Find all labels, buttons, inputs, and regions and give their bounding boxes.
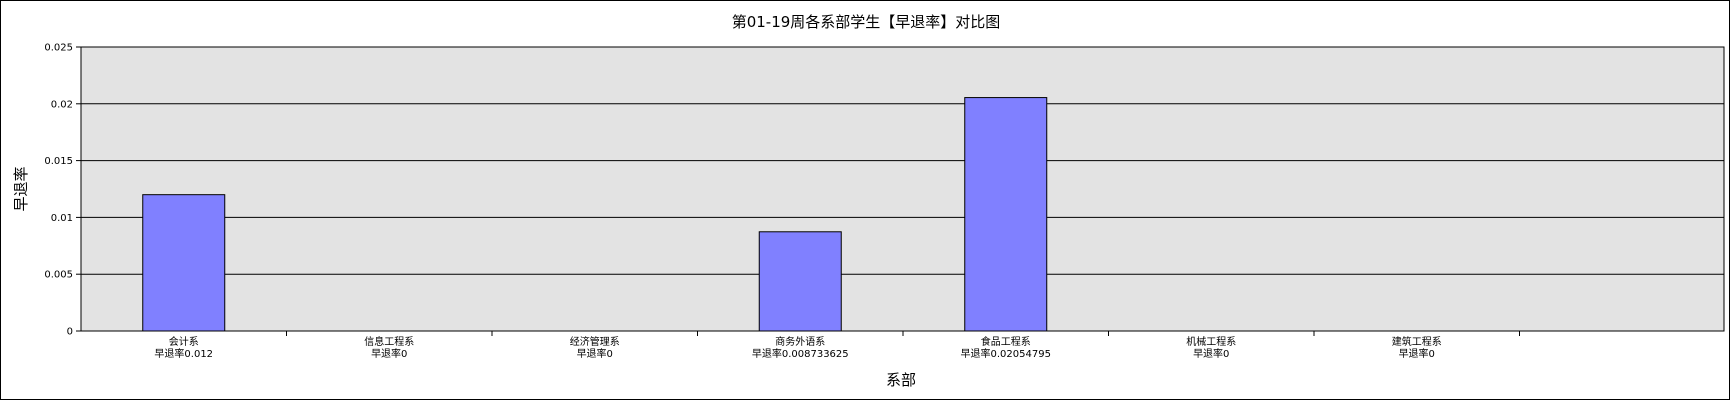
y-tick-label: 0.025 xyxy=(44,43,73,54)
y-tick-label: 0.02 xyxy=(51,99,73,110)
gridlines xyxy=(81,46,1724,275)
category-label: 机械工程系 xyxy=(1186,335,1236,348)
chart-title: 第01-19周各系部学生【早退率】对比图 xyxy=(732,13,1001,31)
category-label: 食品工程系 xyxy=(981,335,1031,348)
x-axis-label: 系部 xyxy=(886,371,916,389)
bar xyxy=(964,97,1048,332)
category-sublabel: 早退率0.02054795 xyxy=(961,347,1051,360)
category-label: 商务外语系 xyxy=(775,335,825,348)
category-sublabel: 早退率0 xyxy=(371,347,407,360)
category-label: 会计系 xyxy=(169,335,199,348)
category-sublabel: 早退率0.008733625 xyxy=(752,347,849,360)
category-sublabel: 早退率0 xyxy=(1399,347,1435,360)
category-label: 信息工程系 xyxy=(364,335,414,348)
category-sublabel: 早退率0.012 xyxy=(154,347,213,360)
x-axis-ticks xyxy=(286,331,1520,336)
y-axis-label: 早退率 xyxy=(12,166,30,211)
category-sublabel: 早退率0 xyxy=(577,347,613,360)
category-label: 经济管理系 xyxy=(570,335,620,348)
y-tick-label: 0.005 xyxy=(44,270,73,281)
y-axis-ticks: 0 0.005 0.01 0.015 0.02 0.025 xyxy=(44,43,81,338)
plot-area xyxy=(80,46,1725,332)
category-labels: 会计系早退率0.012信息工程系早退率0经济管理系早退率0商务外语系早退率0.0… xyxy=(154,335,1441,360)
bars xyxy=(142,97,1048,332)
y-tick-label: 0.01 xyxy=(51,213,73,224)
y-tick-label: 0.015 xyxy=(44,156,73,167)
category-sublabel: 早退率0 xyxy=(1193,347,1229,360)
bar xyxy=(142,194,226,332)
bar xyxy=(758,231,842,332)
category-label: 建筑工程系 xyxy=(1392,335,1442,348)
y-tick-label: 0 xyxy=(67,327,73,338)
